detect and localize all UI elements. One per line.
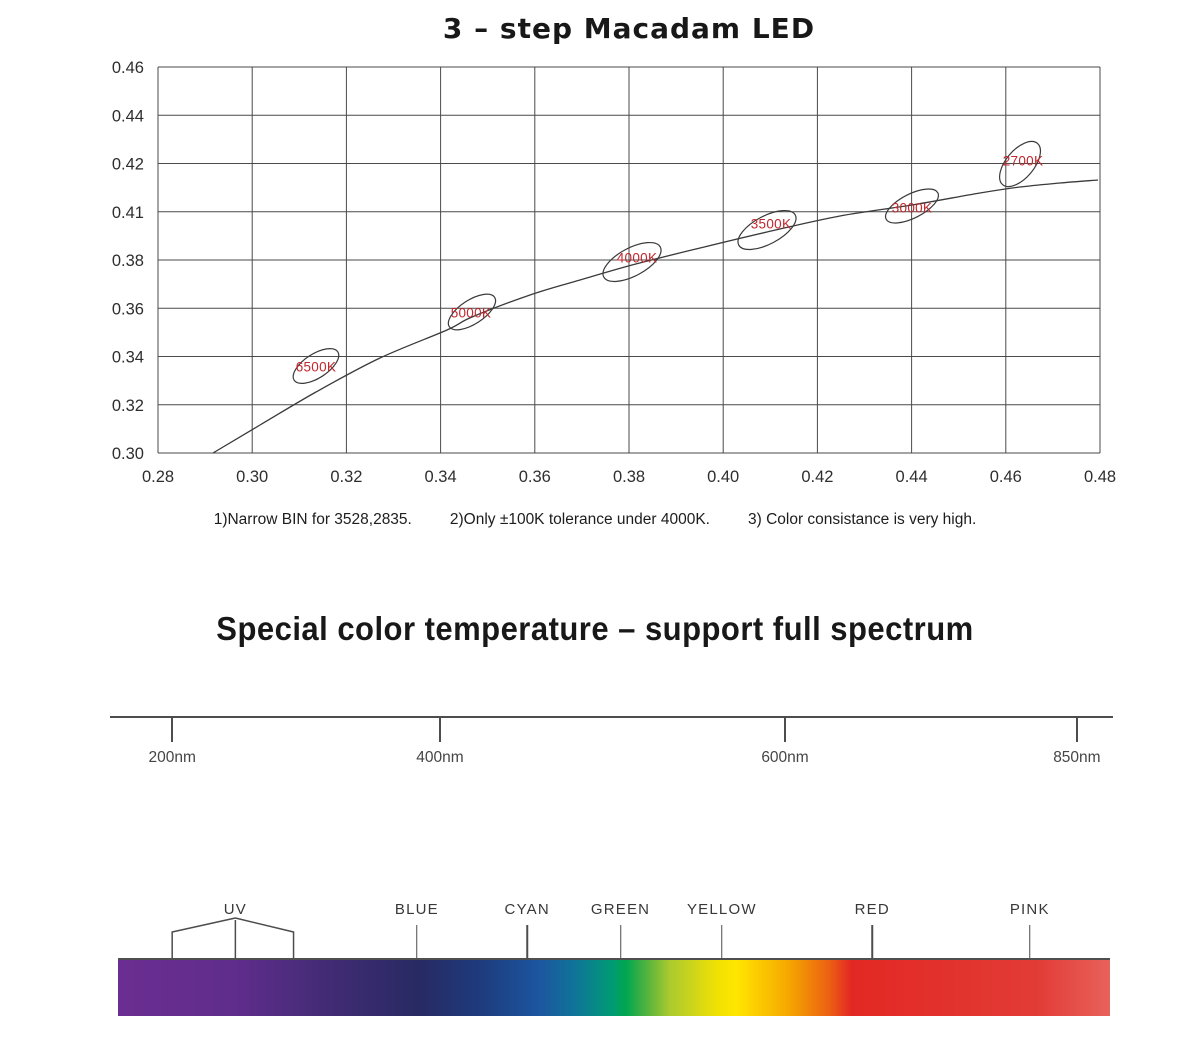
band-tick (416, 925, 418, 958)
y-tick-label: 0.42 (112, 156, 144, 174)
uv-range-bracket (171, 917, 295, 958)
macadam-ellipse (602, 241, 662, 283)
y-tick-label: 0.32 (112, 397, 144, 415)
x-tick-label: 0.46 (990, 468, 1022, 486)
band-tick (1029, 925, 1031, 958)
band-tick (526, 925, 528, 958)
wavelength-scale: 200nm 400nm 600nm 850nm (110, 716, 1113, 788)
macadam-ellipse (292, 348, 340, 384)
x-tick-label: 0.32 (330, 468, 362, 486)
macadam-plot: 0.28 0.30 0.32 0.34 0.36 0.38 0.40 0.42 0.44 0.46… (112, 59, 1116, 486)
wavelength-tick (171, 717, 174, 742)
spectrum-title: Special color temperature – support full… (216, 610, 974, 647)
band-label-blue: BLUE (394, 901, 439, 918)
cct-label: 3500K (751, 217, 792, 232)
x-tick-label: 0.48 (1084, 468, 1116, 486)
x-tick-label: 0.28 (142, 468, 174, 486)
note-2: 2)Only ±100K tolerance under 4000K. (449, 511, 710, 528)
note-3: 3) Color consistance is very high. (747, 511, 977, 528)
macadam-ellipse (737, 209, 797, 251)
x-tick-label: 0.36 (519, 468, 551, 486)
band-label-green: GREEN (590, 901, 651, 918)
x-tick-label: 0.34 (425, 468, 457, 486)
band-tick (871, 925, 874, 958)
x-tick-label: 0.40 (707, 468, 739, 486)
y-tick-label: 0.44 (112, 107, 144, 125)
wavelength-tick-label: 400nm (416, 749, 464, 766)
band-tick (619, 925, 622, 958)
cct-label: 2700K (1003, 154, 1044, 169)
band-label-yellow: YELLOW (686, 901, 757, 918)
cct-label: 3000K (892, 200, 933, 215)
x-tick-label: 0.30 (236, 468, 268, 486)
cct-label: 4000K (617, 251, 658, 266)
uv-bracket-lines (171, 917, 295, 958)
x-tick-label: 0.44 (896, 468, 928, 486)
macadam-chart-title: 3 – step Macadam LED (442, 12, 816, 45)
y-tick-label: 0.41 (112, 204, 144, 222)
y-tick-label: 0.38 (112, 252, 144, 270)
y-tick-label: 0.30 (112, 445, 144, 463)
x-tick-label: 0.38 (613, 468, 645, 486)
band-tick (721, 925, 723, 958)
y-tick-label: 0.34 (112, 349, 144, 367)
wavelength-tick-label: 200nm (148, 749, 196, 766)
chart-notes: 1)Narrow BIN for 3528,2835. 2)Only ±100K… (0, 511, 1190, 529)
band-label-cyan: CYAN (504, 901, 550, 918)
cct-label: 6500K (296, 359, 337, 374)
blackbody-locus-curve (212, 179, 1099, 454)
wavelength-tick-label: 850nm (1053, 749, 1101, 766)
wavelength-tick (438, 717, 441, 742)
macadam-chart-section: 3 – step Macadam LED 0.28 0.30 0.32 0.34 0.3… (0, 12, 1190, 529)
band-label-red: RED (854, 901, 890, 918)
y-tick-label: 0.46 (112, 59, 144, 77)
spectrum-section: Special color temperature – support full… (0, 560, 1190, 1054)
wavelength-tick-label: 600nm (761, 749, 809, 766)
x-tick-label: 0.42 (801, 468, 833, 486)
spectrum-color-bar (118, 958, 1110, 1016)
cct-label: 5000K (451, 305, 492, 320)
band-label-pink: PINK (1009, 901, 1050, 918)
macadam-ellipse (999, 140, 1042, 188)
macadam-ellipse (447, 293, 497, 331)
note-1: 1)Narrow BIN for 3528,2835. (213, 511, 412, 528)
wavelength-tick (784, 717, 787, 742)
band-label-uv: UV (223, 901, 247, 918)
macadam-ellipse (884, 188, 939, 224)
spectrum-band-labels: UV BLUE CYAN GREEN YELLOW RED PINK (110, 893, 1113, 958)
wavelength-tick (1075, 717, 1078, 742)
y-tick-label: 0.36 (112, 300, 144, 318)
